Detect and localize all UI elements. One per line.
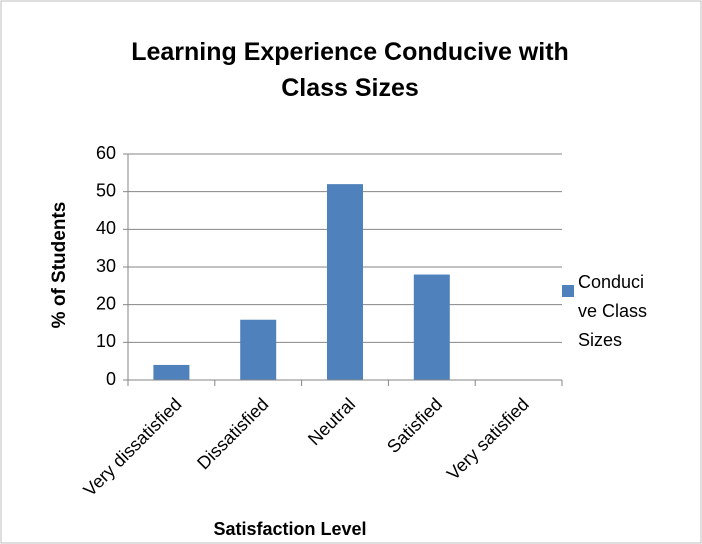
bar — [153, 364, 190, 380]
x-axis-label: Satisfaction Level — [213, 519, 366, 539]
bar — [413, 274, 450, 380]
y-tick-label: 30 — [96, 256, 116, 276]
y-tick-label: 40 — [96, 218, 116, 238]
y-tick-label: 60 — [96, 143, 116, 163]
y-tick-label: 20 — [96, 293, 116, 313]
bar — [327, 184, 363, 380]
legend-swatch — [562, 285, 574, 297]
y-tick-label: 10 — [96, 331, 116, 351]
chart-title: Learning Experience Conducive with Class… — [131, 38, 569, 102]
y-axis-label: % of Students — [49, 202, 70, 329]
y-tick-label: 0 — [106, 369, 116, 389]
legend-label: Conducive Class Sizes — [578, 272, 648, 350]
y-tick-label: 50 — [96, 180, 116, 200]
bar — [240, 319, 277, 380]
